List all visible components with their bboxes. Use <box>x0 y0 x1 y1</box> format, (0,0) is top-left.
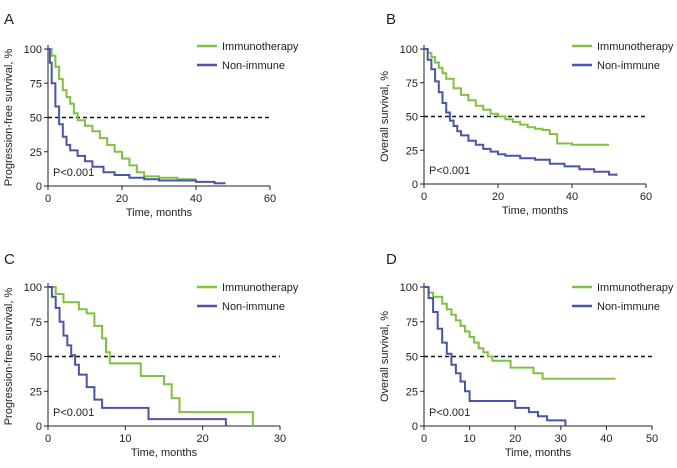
x-axis-label: Time, months <box>505 447 572 459</box>
panel-letter: B <box>386 11 396 28</box>
y-tick-label: 100 <box>24 44 42 56</box>
legend-label: Non-immune <box>222 301 285 313</box>
y-tick-label: 25 <box>406 386 418 398</box>
x-tick-label: 30 <box>555 433 567 445</box>
x-tick-label: 60 <box>640 191 652 203</box>
x-tick-label: 20 <box>197 433 209 445</box>
x-tick-label: 20 <box>116 193 128 205</box>
legend-label: Immunotherapy <box>222 41 299 53</box>
immunotherapy-survival-curve <box>424 286 616 380</box>
x-tick-label: 0 <box>421 191 427 203</box>
immunotherapy-survival-curve <box>48 48 196 181</box>
legend-label: Non-immune <box>222 60 285 72</box>
x-tick-label: 30 <box>274 433 286 445</box>
y-tick-label: 0 <box>36 421 42 433</box>
y-tick-label: 50 <box>406 112 418 124</box>
panel-letter: A <box>4 11 14 28</box>
non-immune-survival-curve <box>424 286 567 426</box>
panel-C: C 0 25 50 75 100 0 10 20 30 Time, months Progressio… <box>3 251 299 459</box>
x-tick-label: 0 <box>45 433 51 445</box>
legend-label: Non-immune <box>597 60 660 72</box>
x-axis-label: Time, months <box>126 207 193 219</box>
non-immune-survival-curve <box>48 48 226 185</box>
y-tick-label: 75 <box>30 78 42 90</box>
non-immune-survival-curve <box>48 286 227 426</box>
y-tick-label: 100 <box>400 282 418 294</box>
x-tick-label: 60 <box>264 193 276 205</box>
x-tick-label: 0 <box>45 193 51 205</box>
y-axis-label: Overall survival, % <box>379 71 391 162</box>
y-tick-label: 75 <box>30 317 42 329</box>
x-tick-label: 20 <box>509 433 521 445</box>
x-tick-label: 50 <box>646 433 658 445</box>
y-tick-label: 0 <box>412 179 418 191</box>
panel-letter: C <box>4 251 15 268</box>
y-tick-label: 25 <box>30 147 42 159</box>
p-value-label: P<0.001 <box>429 165 470 177</box>
y-tick-label: 50 <box>406 352 418 364</box>
non-immune-survival-curve <box>424 48 618 176</box>
y-axis-label: Progression-free survival, % <box>3 288 15 426</box>
y-tick-label: 25 <box>406 145 418 157</box>
panel-letter: D <box>386 251 397 268</box>
panel-D: D 0 25 50 75 100 0 10 20 30 40 50 Time, months Overal… <box>379 251 674 459</box>
p-value-label: P<0.001 <box>53 167 94 179</box>
y-tick-label: 50 <box>30 352 42 364</box>
y-tick-label: 100 <box>24 282 42 294</box>
y-tick-label: 0 <box>412 421 418 433</box>
x-tick-label: 40 <box>190 193 202 205</box>
panel-B: B 0 25 50 75 100 0 20 40 60 Time, months Overall su… <box>379 11 674 217</box>
x-tick-label: 20 <box>492 191 504 203</box>
y-axis-label: Progression-free survival, % <box>3 49 15 187</box>
y-tick-label: 75 <box>406 78 418 90</box>
x-axis-label: Time, months <box>502 205 569 217</box>
legend-label: Immunotherapy <box>597 41 674 53</box>
x-tick-label: 10 <box>463 433 475 445</box>
x-axis-label: Time, months <box>131 447 198 459</box>
y-tick-label: 50 <box>30 113 42 125</box>
y-tick-label: 25 <box>30 386 42 398</box>
y-tick-label: 0 <box>36 181 42 193</box>
y-tick-label: 75 <box>406 317 418 329</box>
x-tick-label: 40 <box>566 191 578 203</box>
p-value-label: P<0.001 <box>429 407 470 419</box>
legend-label: Non-immune <box>597 301 660 313</box>
p-value-label: P<0.001 <box>53 407 94 419</box>
x-tick-label: 10 <box>119 433 131 445</box>
panel-A: A 0 25 50 75 100 0 20 40 60 Time, months Progressio… <box>3 11 299 219</box>
immunotherapy-survival-curve <box>424 48 609 146</box>
immunotherapy-survival-curve <box>48 286 254 426</box>
x-tick-label: 0 <box>421 433 427 445</box>
legend-label: Immunotherapy <box>222 282 299 294</box>
x-tick-label: 40 <box>600 433 612 445</box>
legend-label: Immunotherapy <box>597 282 674 294</box>
y-tick-label: 100 <box>400 44 418 56</box>
y-axis-label: Overall survival, % <box>379 311 391 402</box>
